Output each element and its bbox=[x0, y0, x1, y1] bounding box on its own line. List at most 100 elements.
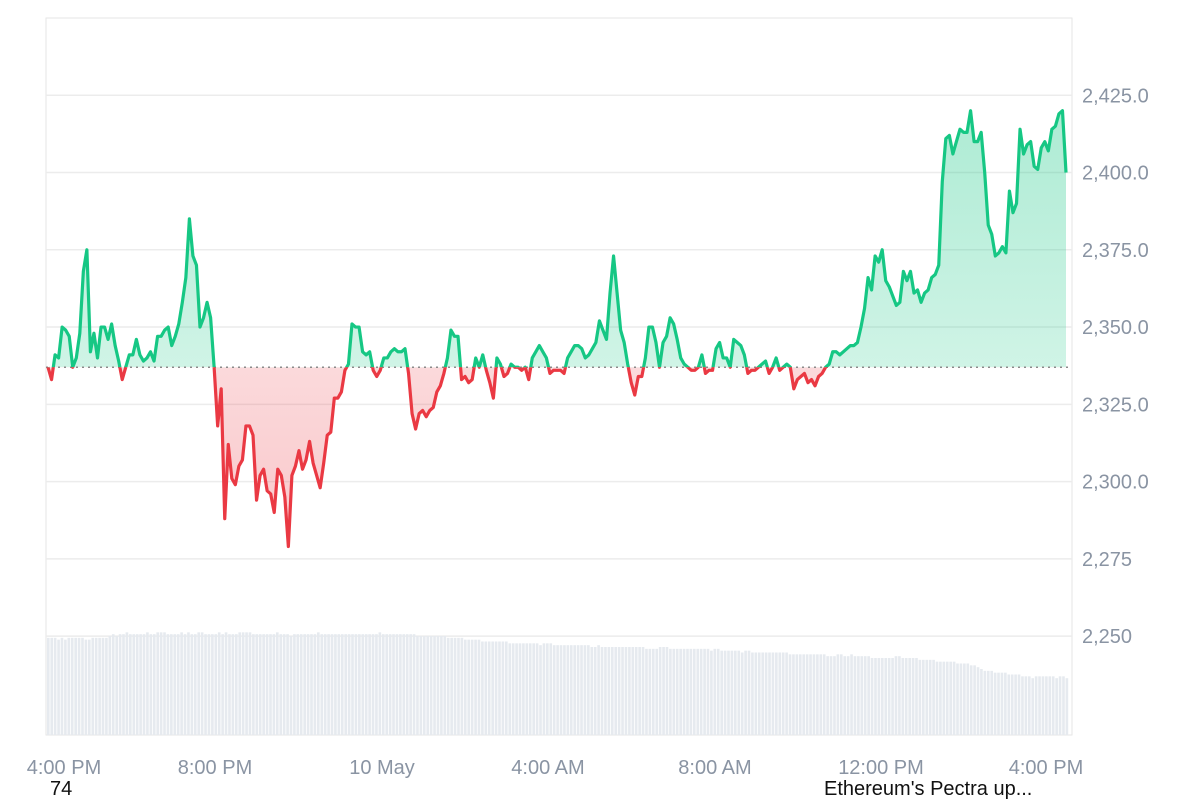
volume-bar-232 bbox=[839, 654, 843, 735]
volume-bar-28 bbox=[142, 634, 146, 735]
volume-bar-195 bbox=[713, 648, 717, 735]
volume-bar-112 bbox=[429, 636, 433, 735]
volume-bar-188 bbox=[689, 648, 693, 735]
volume-bar-8 bbox=[74, 637, 77, 735]
volume-bar-233 bbox=[843, 656, 847, 735]
area-below-baseline bbox=[48, 367, 1066, 547]
volume-bar-141 bbox=[528, 643, 532, 735]
volume-bar-58 bbox=[245, 632, 248, 735]
price-line-above-baseline bbox=[48, 109, 1068, 368]
volume-bar-255 bbox=[918, 659, 922, 735]
volume-bar-130 bbox=[491, 641, 494, 735]
volume-bar-272 bbox=[976, 667, 980, 735]
volume-bar-19 bbox=[111, 634, 115, 735]
volume-bar-111 bbox=[426, 636, 430, 735]
volume-bar-243 bbox=[877, 658, 881, 735]
volume-bar-174 bbox=[641, 647, 645, 735]
volume-bar-168 bbox=[621, 647, 624, 735]
volume-bar-2 bbox=[53, 637, 57, 735]
volume-bar-74 bbox=[299, 634, 303, 735]
volume-bar-118 bbox=[450, 637, 453, 735]
volume-bar-96 bbox=[375, 634, 378, 735]
volume-bar-80 bbox=[320, 634, 324, 735]
volume-bar-157 bbox=[583, 645, 587, 735]
volume-bar-227 bbox=[822, 654, 826, 735]
volume-bar-265 bbox=[952, 661, 956, 735]
y-tick-label-6: 2,400.0 bbox=[1082, 163, 1149, 185]
volume-bar-237 bbox=[857, 656, 860, 735]
volume-bar-44 bbox=[197, 632, 201, 735]
volume-bar-228 bbox=[826, 656, 829, 735]
volume-bar-105 bbox=[405, 634, 409, 735]
volume-bar-14 bbox=[94, 637, 98, 735]
footer-news-headline[interactable]: Ethereum's Pectra up... bbox=[824, 778, 1033, 800]
volume-bar-102 bbox=[395, 634, 399, 735]
x-tick-label-3: 4:00 AM bbox=[511, 757, 584, 779]
volume-bar-177 bbox=[651, 648, 655, 735]
volume-bar-88 bbox=[347, 634, 351, 735]
volume-bar-93 bbox=[364, 634, 368, 735]
volume-bar-122 bbox=[464, 639, 467, 735]
volume-bar-1 bbox=[50, 637, 54, 735]
volume-bar-41 bbox=[187, 632, 190, 735]
volume-bar-191 bbox=[699, 648, 703, 735]
volume-bar-250 bbox=[901, 658, 905, 735]
volume-bar-152 bbox=[566, 645, 570, 735]
volume-bar-239 bbox=[863, 656, 867, 735]
volume-bar-241 bbox=[870, 658, 874, 735]
volume-bar-260 bbox=[935, 661, 939, 735]
volume-bar-149 bbox=[556, 645, 559, 735]
volume-bar-171 bbox=[631, 647, 635, 735]
volume-bar-252 bbox=[908, 658, 911, 735]
volume-bar-25 bbox=[132, 634, 136, 735]
volume-bar-290 bbox=[1038, 676, 1041, 735]
volume-bar-11 bbox=[84, 639, 88, 735]
volume-bar-124 bbox=[470, 639, 474, 735]
volume-bar-30 bbox=[149, 634, 153, 735]
volume-bar-127 bbox=[481, 641, 484, 735]
volume-bar-248 bbox=[894, 656, 898, 735]
volume-bar-249 bbox=[898, 656, 901, 735]
volume-bar-261 bbox=[939, 661, 942, 735]
volume-bar-24 bbox=[129, 634, 132, 735]
volume-bar-193 bbox=[706, 648, 710, 735]
volume-bar-63 bbox=[262, 634, 265, 735]
y-tick-label-4: 2,350.0 bbox=[1082, 317, 1149, 339]
volume-bar-75 bbox=[303, 634, 306, 735]
volume-bar-268 bbox=[963, 663, 966, 735]
volume-bar-236 bbox=[853, 656, 857, 735]
volume-bar-206 bbox=[751, 652, 754, 735]
volume-bar-219 bbox=[795, 654, 799, 735]
volume-bar-10 bbox=[81, 637, 84, 735]
volume-bar-57 bbox=[241, 632, 245, 735]
volume-bar-176 bbox=[648, 648, 652, 735]
volume-bar-279 bbox=[1000, 672, 1004, 735]
volume-bar-9 bbox=[77, 637, 81, 735]
volume-bar-142 bbox=[532, 643, 535, 735]
volume-bar-274 bbox=[983, 670, 987, 735]
volume-bar-66 bbox=[272, 634, 276, 735]
volume-bar-221 bbox=[802, 654, 806, 735]
volume-bar-220 bbox=[798, 654, 802, 735]
volume-bar-20 bbox=[115, 636, 118, 735]
volume-bar-67 bbox=[276, 632, 279, 735]
volume-bar-270 bbox=[969, 665, 973, 735]
volume-bar-209 bbox=[761, 652, 764, 735]
volume-bar-281 bbox=[1007, 674, 1011, 735]
volume-bar-150 bbox=[559, 645, 563, 735]
volume-bar-84 bbox=[334, 634, 337, 735]
volume-bar-292 bbox=[1045, 676, 1048, 735]
volume-bar-82 bbox=[327, 634, 330, 735]
volume-bar-37 bbox=[173, 634, 177, 735]
volume-bar-115 bbox=[440, 636, 443, 735]
volume-bar-106 bbox=[409, 634, 412, 735]
volume-bar-289 bbox=[1034, 676, 1038, 735]
volume-bar-153 bbox=[569, 645, 573, 735]
volume-bar-246 bbox=[887, 658, 891, 735]
volume-bar-36 bbox=[170, 634, 173, 735]
volume-bar-277 bbox=[993, 672, 997, 735]
volume-bar-271 bbox=[973, 665, 976, 735]
volume-bar-116 bbox=[443, 636, 447, 735]
volume-bar-7 bbox=[70, 637, 74, 735]
volume-bar-129 bbox=[487, 641, 491, 735]
